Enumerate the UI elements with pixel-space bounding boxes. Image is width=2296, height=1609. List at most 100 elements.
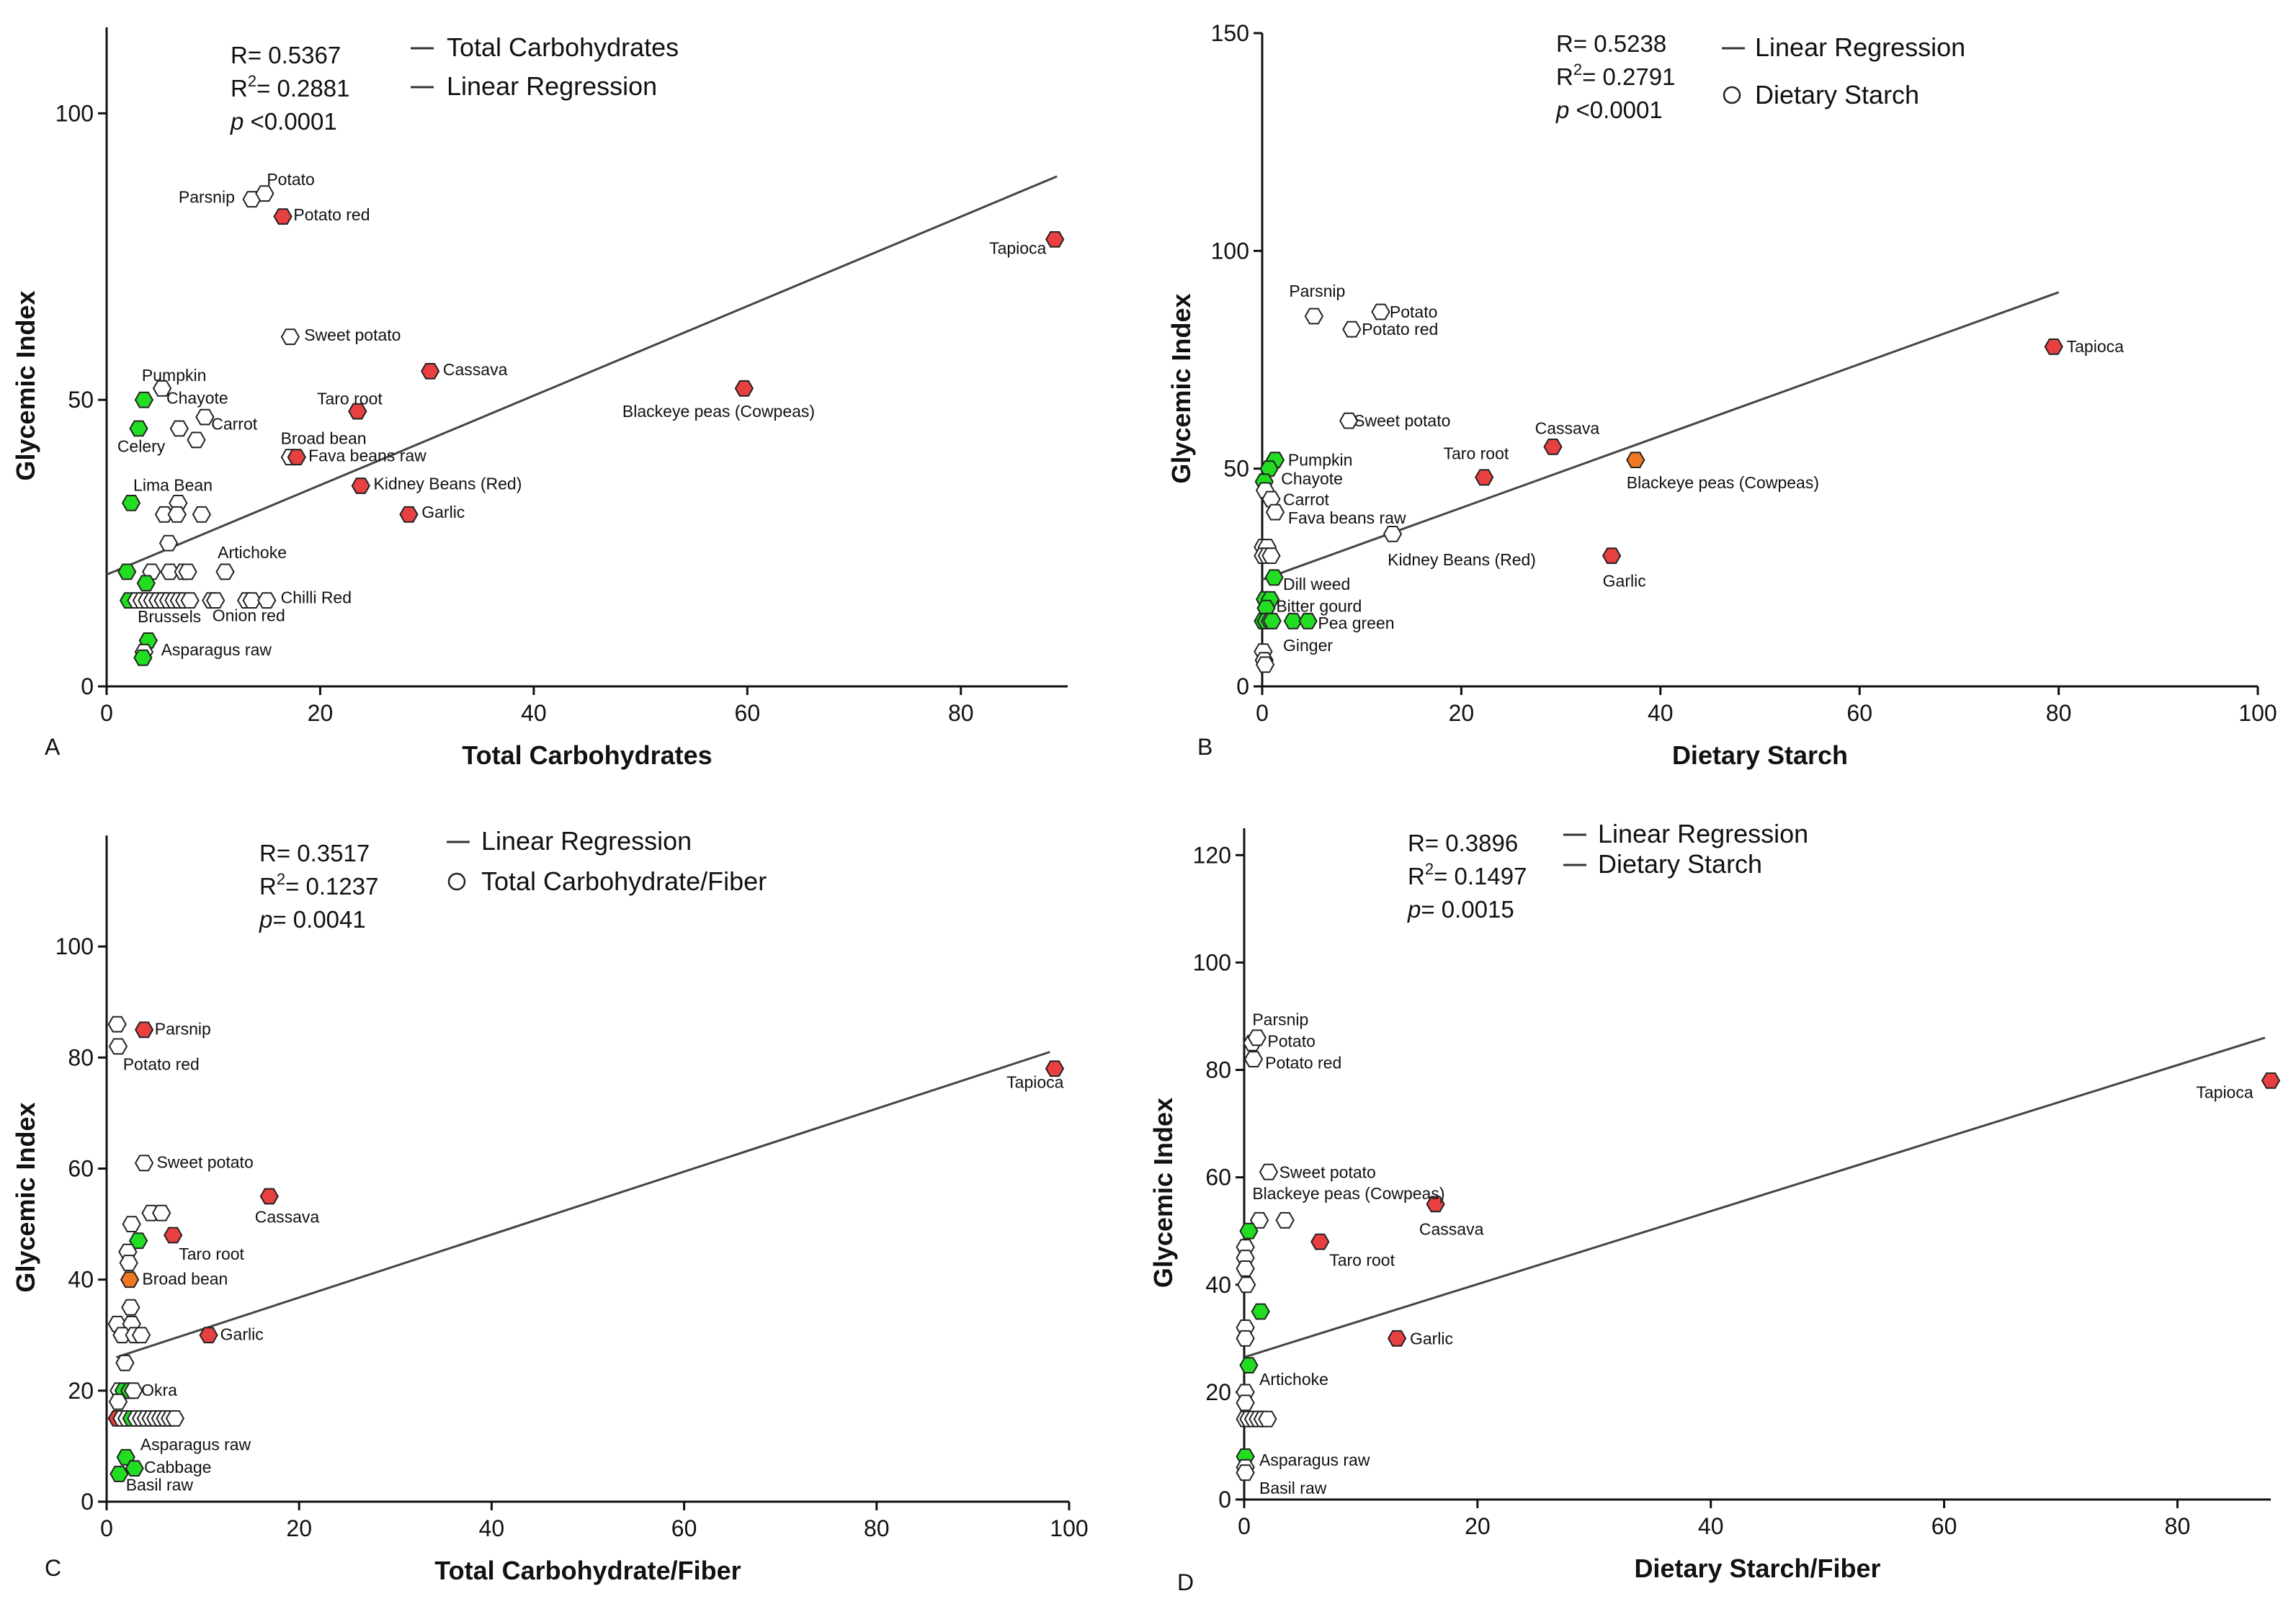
legend-label: Linear Regression — [1755, 32, 1965, 62]
stat-r-squared: R2= 0.2791 — [1556, 60, 1675, 90]
stat-r: R= 0.3517 — [259, 840, 370, 866]
stat-r: R= 0.3896 — [1408, 830, 1518, 856]
point-label: Pumpkin — [142, 366, 206, 385]
y-axis-title: Glycemic Index — [1148, 1098, 1178, 1288]
point-label: Blackeye peas (Cowpeas) — [1627, 473, 1819, 492]
data-point — [1265, 503, 1285, 521]
x-tick-label: 0 — [100, 1515, 113, 1541]
data-point — [1626, 452, 1645, 468]
data-point — [1339, 412, 1359, 429]
data-point — [121, 495, 141, 511]
point-label: Cabbage — [144, 1458, 211, 1476]
y-tick-label: 0 — [81, 673, 94, 699]
data-point — [107, 1016, 127, 1033]
y-tick-label: 20 — [1205, 1379, 1231, 1405]
data-point — [1236, 1330, 1255, 1347]
data-point — [1298, 612, 1318, 629]
y-tick-label: 50 — [1223, 456, 1249, 482]
data-point — [1045, 1060, 1065, 1077]
point-label: Ginger — [1283, 636, 1333, 655]
data-point — [1283, 612, 1303, 629]
point-label: Cassava — [1419, 1219, 1484, 1238]
chart-panel-c: 0 20 40 60 80 100 0 20 40 60 80 100 Total Carbohydra… — [11, 826, 1089, 1585]
legend-label: Dietary Starch — [1755, 80, 1919, 109]
point-label: Tapioca — [2196, 1083, 2253, 1101]
point-label: Sweet potato — [304, 326, 401, 344]
point-label: Onion red — [213, 606, 285, 624]
data-point — [117, 563, 137, 581]
point-label: Garlic — [1410, 1330, 1453, 1348]
y-tick-label: 40 — [1205, 1272, 1231, 1298]
y-tick-label: 60 — [1205, 1165, 1231, 1191]
stat-r-squared: R2= 0.1237 — [259, 870, 378, 900]
point-label: Tapioca — [989, 238, 1046, 257]
point-label: Tapioca — [1006, 1073, 1063, 1092]
point-label: Asparagus raw — [140, 1435, 251, 1453]
x-tick-label: 20 — [1465, 1513, 1491, 1539]
data-point — [1045, 231, 1065, 248]
data-point — [122, 1216, 141, 1232]
point-label: Bitter gourd — [1276, 597, 1362, 616]
data-point — [134, 1021, 154, 1039]
data-point — [120, 1271, 140, 1288]
point-label: Carrot — [1283, 490, 1330, 508]
point-label: Cassava — [255, 1207, 320, 1226]
x-tick-label: 100 — [2238, 700, 2277, 726]
regression-line — [115, 1051, 1050, 1359]
data-point — [257, 592, 277, 609]
legend-label: Dietary Starch — [1598, 849, 1762, 879]
panel-letter: D — [1177, 1569, 1194, 1595]
legend-label: Linear Regression — [481, 826, 692, 856]
regression-line — [106, 175, 1058, 576]
data-point — [192, 506, 212, 523]
data-point — [160, 563, 179, 581]
point-label: Potato — [267, 170, 315, 189]
point-label: Okra — [141, 1381, 177, 1399]
y-tick-label: 40 — [68, 1267, 94, 1293]
data-point — [136, 575, 156, 592]
data-point — [1239, 1222, 1259, 1240]
data-point — [195, 408, 215, 426]
y-axis-title: Glycemic Index — [11, 290, 40, 480]
data-point — [420, 363, 440, 380]
data-point — [133, 649, 153, 666]
x-tick-label: 80 — [2165, 1513, 2191, 1539]
point-label: Basil raw — [1259, 1479, 1327, 1497]
data-point — [242, 592, 262, 609]
data-point — [259, 1188, 279, 1205]
data-point — [215, 563, 235, 581]
x-tick-label: 0 — [100, 700, 113, 726]
x-tick-label: 60 — [671, 1515, 697, 1541]
legend-label: Total Carbohydrates — [447, 32, 679, 62]
data-point — [1259, 460, 1279, 478]
data-point — [1475, 469, 1494, 486]
chart-panel-d: 0 20 40 60 80 0 20 40 60 80 100 120 Dietary Starch/F… — [1148, 819, 2281, 1595]
data-point — [167, 506, 187, 523]
data-point — [1543, 439, 1563, 455]
point-label: Lima Bean — [133, 476, 213, 495]
x-tick-label: 40 — [1698, 1513, 1724, 1539]
legend-label: Total Carbohydrate/Fiber — [481, 866, 767, 896]
data-point — [1255, 656, 1275, 673]
point-label: Taro root — [179, 1245, 244, 1263]
point-label: Broad bean — [142, 1270, 228, 1288]
panel-letter: B — [1197, 734, 1212, 760]
x-tick-label: 40 — [521, 700, 547, 726]
data-point — [1247, 1029, 1267, 1046]
data-point — [1239, 1357, 1259, 1373]
data-point — [152, 380, 172, 397]
point-label: Celery — [117, 437, 166, 456]
panel-letter: A — [45, 734, 61, 760]
y-tick-label: 100 — [55, 100, 94, 126]
data-point — [152, 1204, 171, 1222]
data-point — [1249, 1211, 1269, 1229]
data-point — [1243, 1051, 1264, 1067]
x-tick-label: 0 — [1238, 1513, 1251, 1539]
y-tick-label: 120 — [1193, 842, 1231, 868]
point-label: Parsnip — [155, 1020, 211, 1039]
data-point — [287, 449, 306, 466]
data-point — [1387, 1330, 1407, 1347]
chart-panel-a: 0 20 40 60 80 0 50 100 Total Carbohydrates Glycem… — [11, 27, 1068, 770]
data-point — [2044, 339, 2063, 355]
data-point — [255, 185, 274, 202]
